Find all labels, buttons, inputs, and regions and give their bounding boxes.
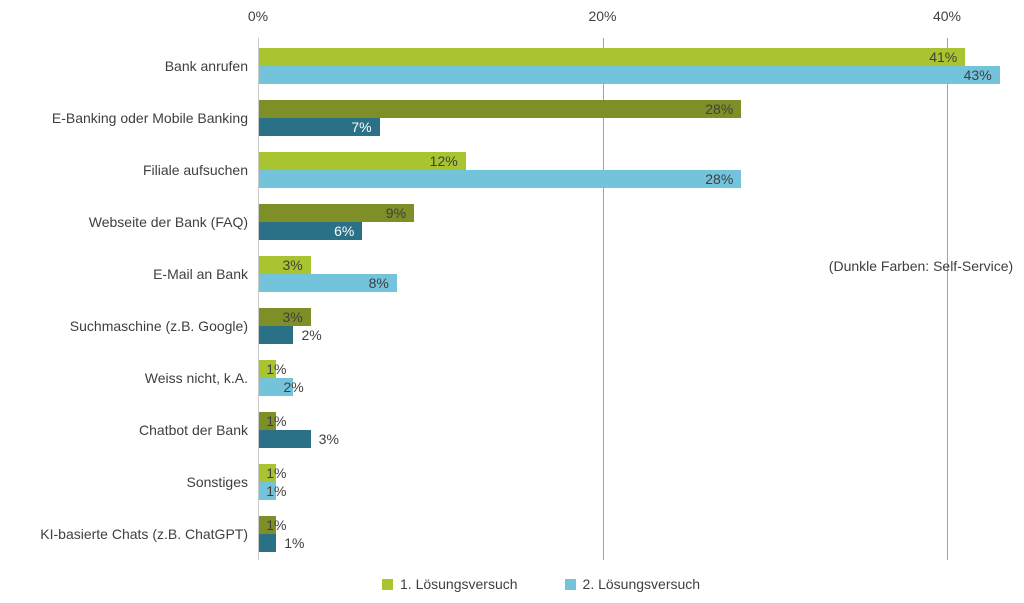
bar-value-label: 1% [266,361,287,377]
bar-value-label: 9% [385,205,407,221]
bar-attempt1 [259,360,277,378]
category-label: Webseite der Bank (FAQ) [88,214,248,230]
bar-attempt1 [259,48,966,66]
bar-attempt2 [259,534,277,552]
bar-value-label: 12% [429,153,458,169]
bar-attempt1 [259,152,466,170]
bar-value-label: 3% [318,431,339,447]
bar-value-label: 3% [282,257,303,273]
gridline-40 [947,38,948,560]
bar-attempt2 [259,170,742,188]
bar-value-label: 8% [368,275,389,291]
category-label: Sonstiges [186,474,248,490]
bar-value-label: 28% [705,171,734,187]
bar-attempt1 [259,100,742,118]
category-label: E-Banking oder Mobile Banking [51,110,248,126]
bar-value-label: 1% [266,413,287,429]
legend: 1. Lösungsversuch 2. Lösungsversuch [382,576,700,592]
x-axis-tick-label: 20% [588,8,617,24]
gridline-20 [602,38,604,560]
bar-value-label: 2% [283,379,304,395]
plot-area: 41% 43% 28% 7% 12% 28% 9% 6% 3% 8% 3% 2% 1% 2% 1% 3% 1% 1… [258,38,1010,560]
bar-value-label: 1% [266,465,287,481]
category-label: E-Mail an Bank [153,266,248,282]
annotation-self-service: (Dunkle Farben: Self-Service) [828,258,1014,274]
bar-value-label: 2% [301,327,322,343]
category-label: Weiss nicht, k.A. [144,370,248,386]
bar-attempt2 [259,430,311,448]
bar-attempt2 [259,118,380,136]
bar-attempt2 [259,274,397,292]
x-axis-tick-label: 40% [932,8,962,24]
bar-value-label: 6% [334,223,355,239]
bar-attempt1 [259,464,277,482]
bar-attempt2 [259,326,294,344]
legend-swatch-attempt2 [564,578,576,590]
bar-attempt1 [259,308,311,326]
bar-attempt2 [259,66,1000,84]
bar-value-label: 7% [351,119,372,135]
bar-value-label: 1% [266,517,287,533]
category-label: Suchmaschine (z.B. Google) [69,318,248,334]
bar-value-label: 41% [929,49,958,65]
bar-attempt1 [259,516,277,534]
bar-value-label: 1% [266,483,287,499]
bar-value-label: 3% [282,309,303,325]
x-axis-tick-label: 0% [247,8,269,24]
y-axis-line [258,38,259,560]
bar-value-label: 28% [705,101,734,117]
legend-label-attempt2: 2. Lösungsversuch [582,576,701,592]
bar-value-label: 1% [284,535,305,551]
legend-label-attempt1: 1. Lösungsversuch [400,576,518,592]
bar-attempt1 [259,204,415,222]
legend-swatch-attempt1 [382,578,393,590]
bar-attempt2 [259,222,363,240]
bar-attempt2 [259,482,277,500]
category-label: KI-basierte Chats (z.B. ChatGPT) [40,526,248,542]
category-label: Chatbot der Bank [139,422,248,438]
bar-attempt1 [259,256,311,274]
bar-attempt1 [259,412,277,430]
category-label: Filiale aufsuchen [142,162,248,178]
category-label: Bank anrufen [164,58,248,74]
bar-attempt2 [259,378,294,396]
bar-value-label: 43% [963,67,992,83]
